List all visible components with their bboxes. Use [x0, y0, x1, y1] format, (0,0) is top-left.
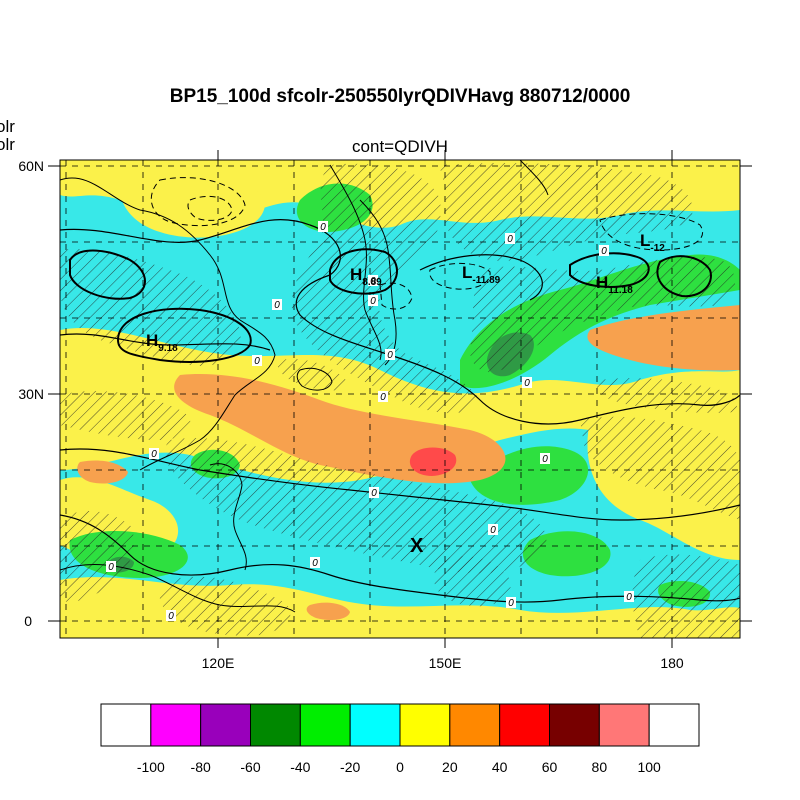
lon-label-150e: 150E — [429, 655, 462, 671]
field-yellow-nw — [120, 164, 265, 238]
field-orange-south — [306, 602, 350, 620]
colorbar: -100 -80 -60 -40 -20 0 20 40 60 80 100 — [100, 703, 700, 775]
marker-x: X — [410, 535, 424, 557]
contour-label: 0 — [542, 454, 548, 465]
contour-label: 0 — [508, 598, 514, 609]
lon-label-180: 180 — [660, 655, 684, 671]
contour-label: 0 — [151, 449, 157, 460]
corner-label-bottom: olr — [0, 135, 15, 154]
pressure-center-h2: H11.18 — [596, 273, 633, 296]
contour-label: 0 — [371, 488, 377, 499]
lon-label-120e: 120E — [202, 655, 235, 671]
colorbar-swatch — [598, 703, 650, 747]
lat-label-30n: 30N — [18, 386, 44, 402]
lat-label-60n: 60N — [18, 158, 44, 174]
pressure-center-l2: L-12 — [640, 231, 665, 254]
colorbar-label: 40 — [492, 759, 508, 775]
contour-label: 0 — [626, 592, 632, 603]
field-orange-east — [587, 305, 740, 371]
contour-labels: 0 0 0 0 0 0 0 0 0 0 0 0 0 0 0 0 0 0 0 — [106, 221, 634, 622]
pressure-center-l1: L-11.89 — [462, 263, 501, 286]
contour-label: 0 — [490, 525, 496, 536]
contours-dashed — [150, 177, 703, 310]
contours-solid — [60, 219, 740, 603]
contour-label: 0 — [312, 558, 318, 569]
map-field: 0 0 0 0 0 0 0 0 0 0 0 0 0 0 0 0 0 0 0 H8… — [60, 160, 740, 638]
plot-title: BP15_100d sfcolr-250550lyrQDIVHavg 88071… — [169, 86, 631, 107]
contour-label: 0 — [108, 562, 114, 573]
colorbar-label: -100 — [137, 759, 165, 775]
pressure-centers: H8.89 L-11.89 L-12 H11.18 H9.18 X — [146, 231, 665, 557]
colorbar-swatch — [299, 703, 351, 747]
field-red — [409, 447, 457, 476]
colorbar-label: 80 — [592, 759, 608, 775]
contour-label: 0 — [601, 246, 607, 257]
contour-label: 0 — [380, 392, 386, 403]
axis-ticks — [48, 150, 752, 648]
colorbar-swatch — [449, 703, 501, 747]
corner-label-top: olr — [0, 117, 15, 136]
pressure-center-h3: H9.18 — [146, 331, 178, 354]
colorbar-label: 20 — [442, 759, 458, 775]
colorbar-swatch — [399, 703, 451, 747]
colorbar-swatch — [150, 703, 202, 747]
colorbar-swatch — [499, 703, 550, 747]
colorbar-swatch — [100, 703, 152, 747]
contour-label: 0 — [524, 378, 530, 389]
colorbar-label: 60 — [542, 759, 558, 775]
field-orange-west — [77, 460, 128, 484]
colorbar-label: -40 — [290, 759, 310, 775]
colorbar-swatch — [250, 703, 301, 747]
contour-label: 0 — [168, 611, 174, 622]
colorbar-label: 100 — [637, 759, 661, 775]
colorbar-swatch — [549, 703, 600, 747]
contour-label: 0 — [370, 276, 376, 287]
plot-frame — [59, 159, 741, 639]
colorbar-label: 0 — [396, 759, 404, 775]
contour-label: 0 — [370, 296, 376, 307]
colorbar-label: -60 — [240, 759, 260, 775]
colorbar-label: -80 — [191, 759, 211, 775]
contour-label: 0 — [274, 300, 280, 311]
pressure-center-h1: H8.89 — [350, 265, 382, 288]
contour-label: 0 — [320, 222, 326, 233]
lat-label-0: 0 — [24, 613, 32, 629]
colorbar-swatch — [200, 703, 252, 747]
contour-label: 0 — [254, 356, 260, 367]
contour-label: 0 — [507, 234, 513, 245]
colorbar-swatch — [349, 703, 401, 747]
plot-subtitle: cont=QDIVH — [352, 137, 448, 156]
colorbar-label: -20 — [340, 759, 360, 775]
contour-label: 0 — [387, 350, 393, 361]
colorbar-swatch — [648, 703, 700, 747]
